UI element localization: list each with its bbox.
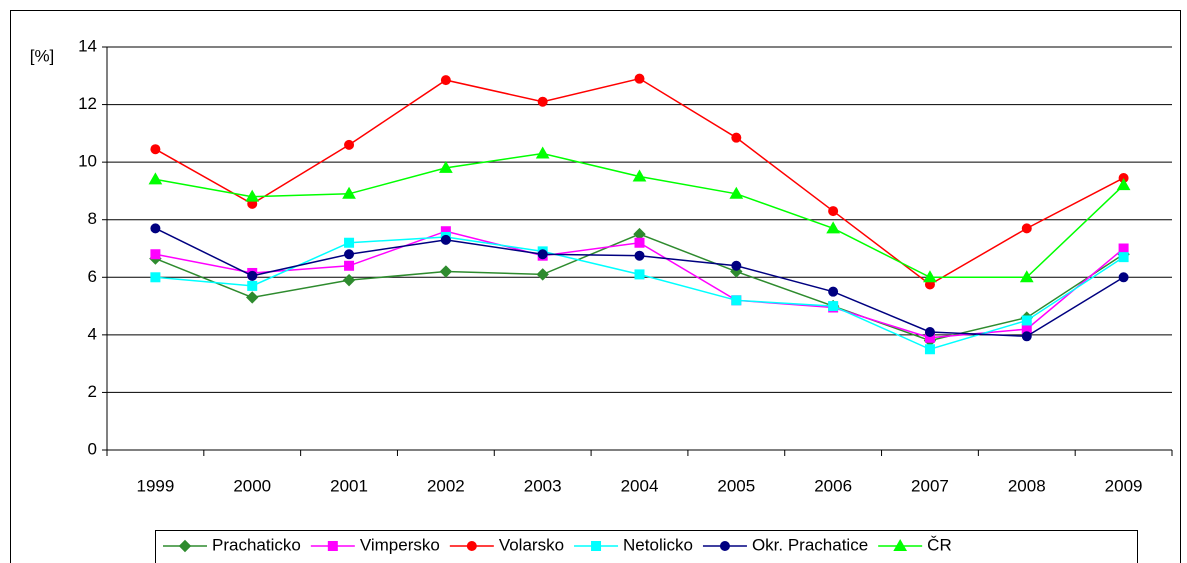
data-point: [342, 273, 356, 287]
data-point: [924, 326, 935, 337]
data-point: [344, 260, 355, 271]
data-point: [828, 301, 839, 312]
data-point: [440, 234, 451, 245]
data-point: [634, 73, 645, 84]
data-point: [344, 139, 355, 150]
x-tick-label: 2001: [330, 476, 368, 495]
legend-label: Okr. Prachatice: [752, 535, 868, 554]
y-tick-label: 14: [78, 36, 97, 55]
data-point: [729, 186, 744, 199]
data-point: [536, 268, 549, 281]
legend-marker: [178, 539, 192, 553]
data-point: [1021, 223, 1032, 234]
data-point: [828, 286, 839, 297]
data-point: [150, 249, 161, 260]
data-point: [150, 144, 161, 155]
x-tick-label: 2007: [911, 476, 949, 495]
legend-marker: [719, 541, 730, 551]
x-tick-label: 2000: [233, 476, 271, 495]
data-point: [344, 237, 355, 248]
data-point: [1021, 331, 1032, 342]
y-tick-label: 12: [78, 94, 97, 113]
chart-frame: [10, 10, 1181, 563]
data-point: [1118, 272, 1129, 283]
x-tick-label: 2006: [814, 476, 852, 495]
legend-label: ČR: [927, 535, 952, 554]
data-point: [537, 96, 548, 107]
y-tick-label: 6: [88, 267, 97, 286]
y-tick-label: 10: [78, 152, 97, 171]
data-point: [924, 344, 935, 355]
legend-label: Netolicko: [623, 535, 693, 554]
data-point: [439, 265, 453, 278]
data-point: [439, 160, 453, 173]
legend-marker: [591, 541, 602, 551]
data-point: [537, 249, 548, 260]
y-tick-label: 0: [88, 439, 97, 458]
data-point: [632, 169, 647, 182]
data-point: [731, 132, 742, 143]
y-tick-label: 2: [88, 382, 97, 401]
data-point: [634, 237, 645, 248]
data-point: [1021, 315, 1032, 326]
data-point: [826, 221, 840, 234]
data-point: [923, 270, 937, 283]
x-tick-label: 2002: [427, 476, 465, 495]
legend-label: Volarsko: [499, 535, 564, 554]
x-tick-label: 1999: [136, 476, 174, 495]
data-point: [634, 269, 645, 280]
data-point: [440, 75, 451, 86]
data-point: [342, 186, 356, 199]
data-point: [246, 291, 259, 304]
data-point: [634, 250, 645, 261]
data-point: [1118, 243, 1129, 254]
data-point: [245, 189, 260, 202]
legend-marker: [893, 538, 908, 551]
data-point: [150, 223, 161, 234]
data-point: [1116, 178, 1131, 191]
data-point: [150, 272, 161, 283]
data-point: [731, 260, 742, 271]
x-tick-label: 2009: [1105, 476, 1143, 495]
data-point: [535, 146, 550, 159]
legend-label: Prachaticko: [212, 535, 301, 554]
legend-marker: [327, 541, 338, 551]
data-point: [247, 270, 258, 281]
data-point: [828, 206, 839, 217]
y-tick-label: 4: [88, 324, 97, 343]
x-tick-label: 2005: [717, 476, 755, 495]
legend-label: Vimpersko: [360, 535, 440, 554]
data-point: [1118, 252, 1129, 263]
data-point: [344, 249, 355, 260]
legend-marker: [466, 541, 477, 551]
data-point: [247, 280, 258, 291]
x-tick-label: 2004: [621, 476, 659, 495]
x-tick-label: 2008: [1008, 476, 1046, 495]
x-tick-label: 2003: [524, 476, 562, 495]
data-point: [148, 172, 163, 185]
series-line: [155, 233, 1125, 342]
data-point: [1019, 270, 1034, 283]
data-point: [731, 295, 742, 306]
y-tick-label: 8: [88, 209, 97, 228]
y-axis-label: [%]: [30, 46, 55, 65]
